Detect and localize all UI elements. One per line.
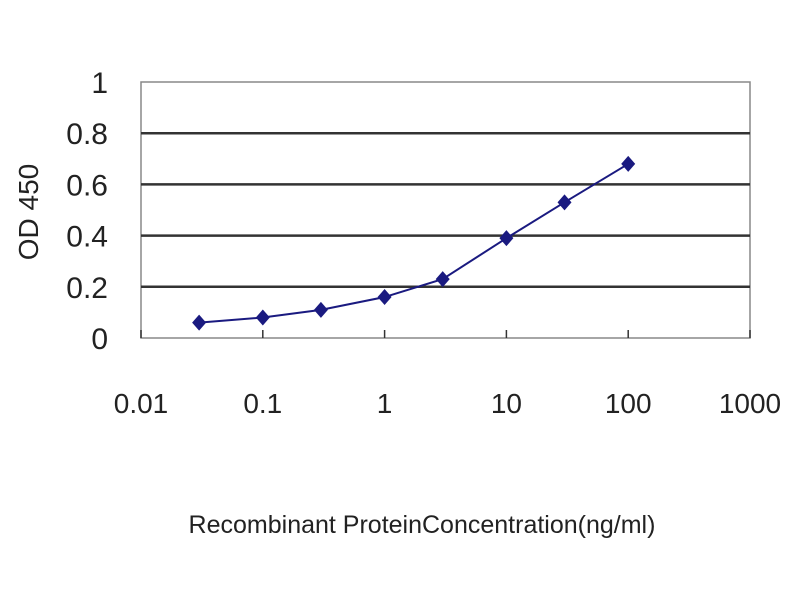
y-tick-label: 0: [91, 323, 108, 356]
x-tick-label: 10: [491, 388, 522, 419]
y-axis-label: OD 450: [13, 164, 44, 261]
x-tick-label: 0.01: [114, 388, 169, 419]
y-tick-label: 0.6: [66, 169, 108, 202]
y-tick-label: 0.2: [66, 272, 108, 305]
y-tick-label: 0.4: [66, 221, 108, 254]
x-tick-label: 1000: [719, 388, 781, 419]
data-point: [255, 309, 270, 326]
data-point: [313, 301, 328, 318]
data-point: [435, 271, 450, 288]
y-tick-label: 0.8: [66, 118, 108, 151]
data-point: [377, 289, 392, 306]
data-point: [621, 155, 636, 172]
y-tick-label: 1: [91, 67, 108, 100]
x-tick-label: 0.1: [243, 388, 282, 419]
x-tick-label: 1: [377, 388, 393, 419]
series-line: [199, 163, 629, 324]
plot-area: [140, 81, 751, 339]
data-point: [192, 314, 207, 331]
x-tick-label: 100: [605, 388, 652, 419]
x-axis-label: Recombinant ProteinConcentration(ng/ml): [189, 511, 656, 539]
data-point: [557, 194, 572, 211]
data-point: [499, 230, 514, 247]
